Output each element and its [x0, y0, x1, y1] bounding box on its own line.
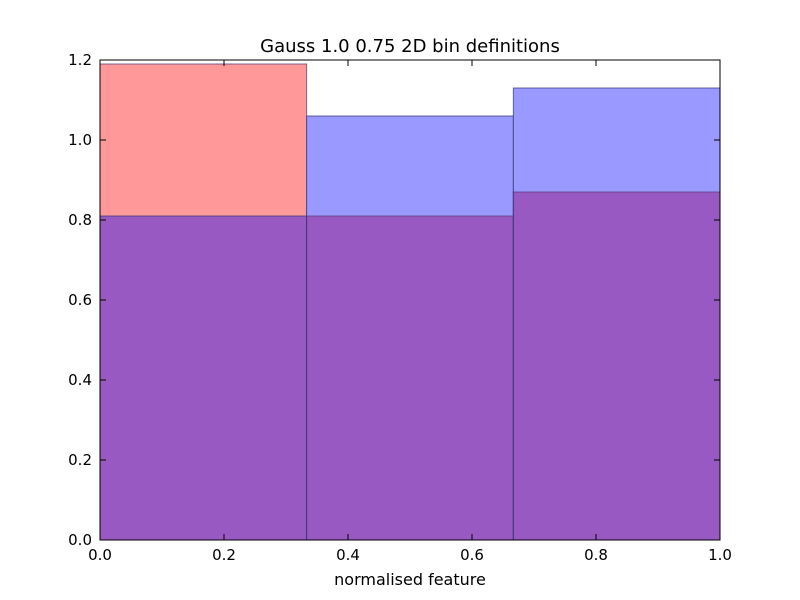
- bar-overlap-1: [100, 216, 307, 540]
- bar-overlap-2: [306, 216, 514, 540]
- bar-excess-1: [100, 64, 307, 216]
- axes-layer: 0.0 0.2 0.4 0.6 0.8 1.0 0.0 0.2 0.4 0.6 0.8 1.0 1.2: [68, 51, 732, 564]
- bar-overlap-3: [513, 192, 720, 540]
- y-tick-label: 0.4: [68, 371, 92, 389]
- x-tick-label: 0.4: [336, 546, 360, 564]
- x-tick-label: 0.0: [88, 546, 112, 564]
- bars-layer: [99, 63, 721, 541]
- x-tick-label: 0.8: [584, 546, 608, 564]
- x-axis-label: normalised feature: [334, 570, 486, 589]
- y-tick-label: 0.0: [68, 531, 92, 549]
- y-tick-label: 0.8: [68, 211, 92, 229]
- y-tick-label: 1.0: [68, 131, 92, 149]
- y-tick-label: 1.2: [68, 51, 92, 69]
- y-tick-label: 0.2: [68, 451, 92, 469]
- bar-excess-2: [306, 116, 514, 216]
- chart-title: Gauss 1.0 0.75 2D bin definitions: [260, 36, 560, 57]
- x-tick-label: 0.6: [460, 546, 484, 564]
- bar-excess-3: [513, 88, 720, 192]
- x-tick-label: 0.2: [212, 546, 236, 564]
- y-tick-label: 0.6: [68, 291, 92, 309]
- x-tick-label: 1.0: [708, 546, 732, 564]
